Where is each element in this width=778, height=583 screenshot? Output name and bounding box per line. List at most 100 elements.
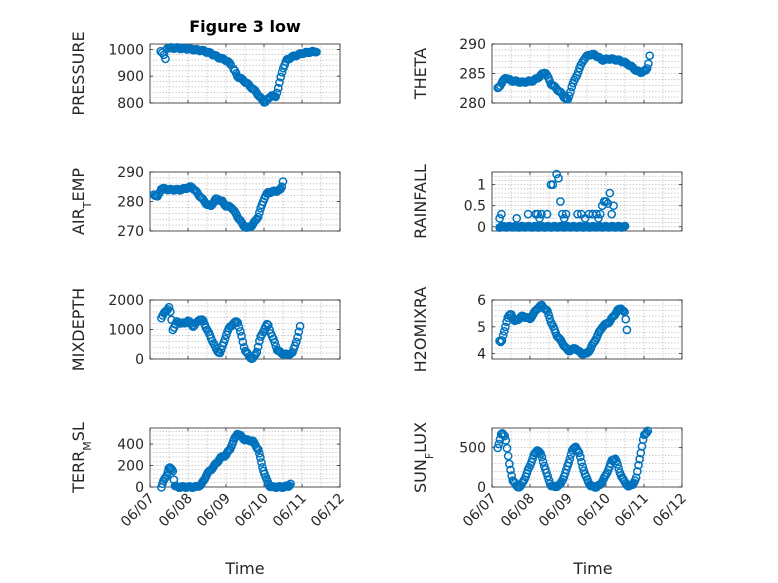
data-point [644, 59, 653, 69]
y-tick-label: 2000 [108, 293, 144, 309]
data-point [286, 479, 295, 489]
subplot-air-temp: 270 280 290 AIRTEMP [69, 165, 341, 240]
y-tick-label: 280 [459, 96, 486, 112]
data-point [229, 64, 238, 74]
y-tick-label: 270 [117, 224, 144, 240]
data-point [575, 452, 585, 462]
data-point [253, 445, 263, 454]
data-point [642, 64, 652, 73]
y-axis-label: THETA [411, 48, 430, 100]
y-tick-label: 900 [117, 69, 144, 85]
y-tick-label: 280 [117, 195, 144, 211]
figure-title: Figure 3 low [189, 17, 301, 36]
data-point [497, 209, 506, 219]
data-point [645, 51, 655, 61]
data-point [573, 67, 583, 77]
data-point [592, 209, 601, 219]
data-point [497, 336, 507, 345]
data-point [254, 448, 264, 458]
data-point [544, 310, 554, 320]
data-point [595, 209, 605, 219]
y-tick-label: 0 [135, 352, 144, 368]
data-point [234, 322, 244, 332]
data-point [271, 92, 281, 102]
data-point [197, 315, 207, 324]
data-point [504, 459, 514, 469]
y-tick-label: 290 [117, 165, 144, 181]
data-point [273, 83, 283, 93]
data-point [554, 173, 563, 183]
x-tick-label: 06/07 [118, 491, 158, 531]
data-point [277, 67, 287, 77]
data-point [543, 306, 552, 316]
data-point [278, 177, 288, 186]
x-tick-label: 06/09 [194, 491, 234, 531]
data-point [277, 182, 287, 192]
data-point [607, 209, 617, 219]
data-point [622, 325, 632, 335]
subplot-theta: 280 285 290 THETA [411, 37, 683, 112]
subplot-mixdepth: 0 1000 2000 MIXDEPTH [69, 288, 341, 371]
data-point [499, 326, 509, 336]
x-axis-label-left: Time [224, 559, 264, 578]
y-tick-label: 0 [135, 480, 144, 496]
y-tick-label: 0 [477, 220, 486, 236]
data-point [161, 54, 170, 64]
data-point [233, 318, 243, 328]
data-point [643, 426, 653, 436]
y-axis-label: MIXDEPTH [69, 288, 88, 371]
x-axis-label-right: Time [572, 559, 612, 578]
data-point [617, 305, 627, 315]
y-tick-label: 400 [117, 437, 144, 453]
data-point [537, 209, 546, 219]
y-axis-label: AIRTEMP [69, 168, 94, 235]
data-point [620, 221, 630, 231]
data-point [503, 451, 513, 461]
data-point [527, 457, 536, 467]
x-tick-label: 06/11 [270, 491, 310, 531]
y-axis-label: PRESSURE [69, 31, 88, 115]
data-point [573, 209, 582, 219]
y-tick-label: 6 [477, 293, 486, 309]
data-point [603, 199, 613, 208]
data-point [533, 209, 542, 219]
y-axis-label: SUNFLUX [411, 422, 436, 493]
data-point [253, 342, 263, 352]
data-point [512, 214, 522, 223]
data-point [493, 443, 503, 453]
data-point [538, 457, 548, 467]
data-point [263, 320, 273, 330]
data-point [559, 214, 569, 223]
data-point [275, 78, 284, 87]
data-point [621, 314, 631, 324]
data-point [535, 447, 544, 457]
data-point [557, 209, 567, 219]
data-point [543, 471, 553, 481]
data-point [252, 444, 262, 453]
data-point [548, 180, 558, 189]
subplot-pressure: 800 900 1000 PRESSURE [69, 31, 341, 116]
data-point [577, 457, 586, 467]
data-point [293, 332, 302, 342]
y-axis-label: TERRMSL [69, 422, 94, 494]
data-point [253, 212, 263, 222]
data-point [220, 334, 230, 344]
y-tick-label: 200 [117, 459, 144, 475]
data-point [574, 448, 584, 458]
data-point [224, 58, 234, 67]
data-point [255, 208, 264, 217]
data-point [165, 307, 175, 317]
data-point [601, 197, 611, 206]
data-point [238, 337, 248, 347]
x-tick-label: 06/07 [460, 491, 500, 531]
data-point [498, 331, 508, 340]
y-tick-label: 1000 [108, 323, 144, 339]
x-tick-label: 06/11 [612, 491, 652, 531]
y-tick-label: 1000 [108, 42, 144, 58]
data-point [239, 343, 249, 352]
data-point [164, 302, 174, 312]
